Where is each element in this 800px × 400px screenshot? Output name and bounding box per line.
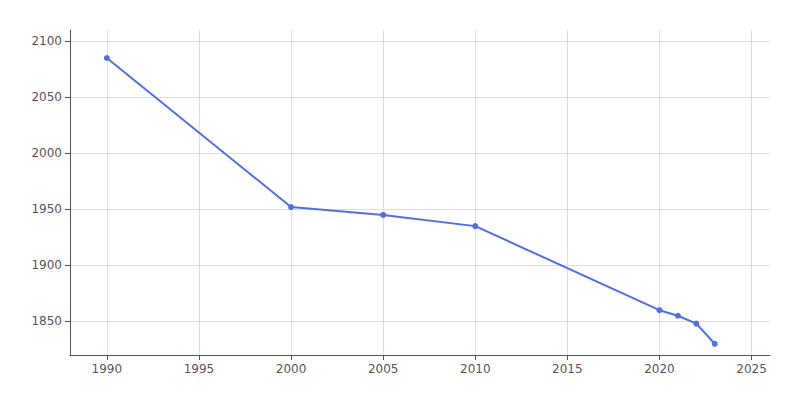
- svg-text:1900: 1900: [31, 258, 62, 272]
- svg-text:2050: 2050: [31, 90, 62, 104]
- svg-text:2015: 2015: [552, 362, 583, 376]
- svg-text:2100: 2100: [31, 34, 62, 48]
- svg-text:1995: 1995: [184, 362, 215, 376]
- svg-text:1850: 1850: [31, 314, 62, 328]
- svg-text:2005: 2005: [368, 362, 399, 376]
- svg-text:1990: 1990: [92, 362, 123, 376]
- svg-text:1950: 1950: [31, 202, 62, 216]
- svg-text:2025: 2025: [736, 362, 767, 376]
- svg-text:2010: 2010: [460, 362, 491, 376]
- svg-text:2000: 2000: [276, 362, 307, 376]
- svg-text:2000: 2000: [31, 146, 62, 160]
- svg-text:2020: 2020: [644, 362, 675, 376]
